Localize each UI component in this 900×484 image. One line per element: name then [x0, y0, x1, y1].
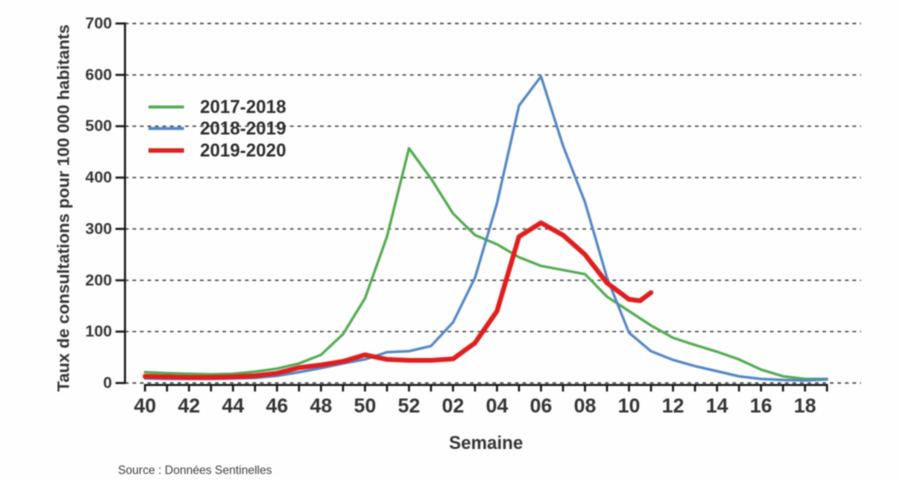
- svg-text:08: 08: [574, 396, 596, 418]
- svg-text:600: 600: [85, 67, 112, 84]
- svg-text:44: 44: [222, 396, 245, 418]
- svg-text:2017-2018: 2017-2018: [200, 97, 286, 117]
- svg-text:10: 10: [618, 396, 640, 418]
- svg-text:48: 48: [310, 396, 332, 418]
- svg-text:2018-2019: 2018-2019: [200, 119, 286, 139]
- svg-text:700: 700: [85, 16, 112, 33]
- svg-text:300: 300: [85, 221, 112, 238]
- svg-text:50: 50: [354, 396, 376, 418]
- svg-text:16: 16: [750, 396, 772, 418]
- svg-text:0: 0: [103, 375, 112, 392]
- svg-text:2019-2020: 2019-2020: [200, 141, 286, 161]
- svg-text:52: 52: [398, 396, 420, 418]
- svg-text:500: 500: [85, 118, 112, 135]
- svg-text:40: 40: [134, 396, 156, 418]
- svg-text:06: 06: [530, 396, 552, 418]
- svg-text:12: 12: [662, 396, 684, 418]
- svg-text:02: 02: [442, 396, 464, 418]
- svg-text:400: 400: [85, 170, 112, 187]
- svg-text:200: 200: [85, 272, 112, 289]
- svg-text:100: 100: [85, 324, 112, 341]
- svg-text:18: 18: [794, 396, 816, 418]
- svg-text:04: 04: [486, 396, 509, 418]
- svg-text:Source : Données Sentinelles: Source : Données Sentinelles: [118, 464, 272, 477]
- svg-text:Taux de consultations pour 100: Taux de consultations pour 100 000 habit…: [54, 24, 73, 391]
- svg-text:42: 42: [178, 396, 200, 418]
- svg-text:46: 46: [266, 396, 288, 418]
- svg-text:Semaine: Semaine: [449, 433, 523, 453]
- svg-text:14: 14: [706, 396, 729, 418]
